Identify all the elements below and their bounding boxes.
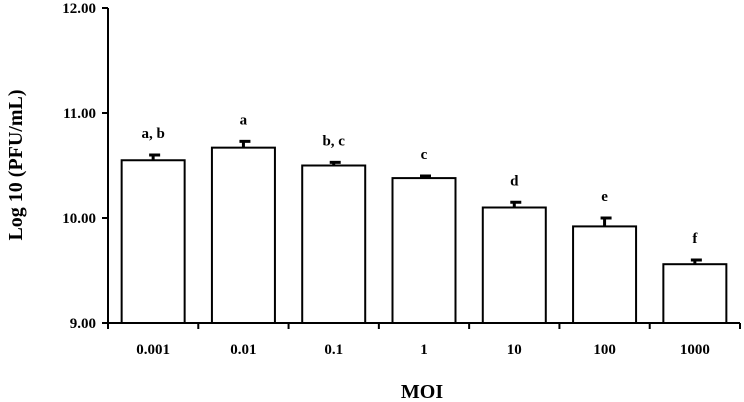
x-axis-title: MOI — [401, 381, 443, 402]
significance-label: a, b — [141, 126, 164, 142]
significance-label: c — [421, 147, 428, 163]
x-tick-label: 100 — [593, 342, 616, 358]
x-tick-label: 0.01 — [230, 342, 256, 358]
bar — [301, 164, 367, 324]
x-tick-label: 1 — [420, 342, 428, 358]
y-tick-label: 11.00 — [63, 106, 96, 122]
y-axis: 9.00 10.00 11.00 12.00 — [62, 1, 109, 332]
bar — [662, 263, 728, 325]
significance-label: e — [601, 189, 608, 205]
y-tick-label: 12.00 — [62, 1, 96, 17]
y-axis-title: Log 10 (PFU/mL) — [5, 89, 27, 240]
x-tick-label: 10 — [507, 342, 522, 358]
x-tick-label: 0.001 — [136, 342, 170, 358]
y-tick-label: 10.00 — [62, 211, 96, 227]
significance-label: f — [692, 231, 698, 247]
bar — [391, 177, 457, 324]
bar — [120, 159, 186, 324]
bar — [572, 225, 638, 324]
bar — [210, 146, 276, 324]
bars: a, b a b, c c d e f — [120, 112, 728, 325]
significance-label: a — [240, 112, 248, 128]
bar — [481, 206, 547, 324]
x-axis: 0.001 0.01 0.1 1 10 100 1000 — [107, 322, 741, 358]
significance-label: b, c — [322, 133, 345, 149]
y-tick-label: 9.00 — [70, 316, 96, 332]
x-tick-label: 1000 — [680, 342, 710, 358]
x-tick-label: 0.1 — [324, 342, 343, 358]
significance-label: d — [510, 173, 519, 189]
